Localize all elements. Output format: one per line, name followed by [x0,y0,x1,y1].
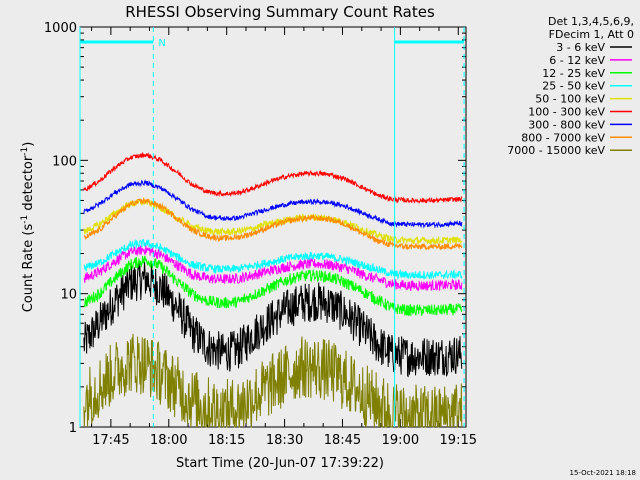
series-line [83,151,463,204]
series-line [83,260,463,378]
series-line [83,238,463,281]
chart-title: RHESSI Observing Summary Count Rates [125,3,435,21]
legend-entry-label: 25 - 50 keV [542,80,605,93]
series-line [83,333,463,428]
y-tick-label: 1 [69,421,77,436]
series-line [83,255,463,317]
y-axis-label: Count Rate (s-1 detector-1) [20,142,36,313]
x-tick-label: 18:15 [208,433,245,448]
legend: Det 1,3,4,5,6,9, FDecim 1, Att 0 3 - 6 k… [507,15,634,157]
x-tick-label: 19:15 [440,433,477,448]
y-axis-ticks: 1 10 100 1000 [44,21,466,436]
legend-entry-label: 100 - 300 keV [528,106,605,119]
x-axis-label: Start Time (20-Jun-07 17:39:22) [176,456,384,471]
footer-timestamp: 15-Oct-2021 18:18 [570,469,636,477]
x-tick-label: 18:45 [324,433,361,448]
series-layer [83,151,463,428]
legend-entry-label: 50 - 100 keV [535,93,605,106]
y-tick-label: 10 [60,288,77,303]
y-tick-label: 1000 [44,21,77,36]
x-tick-label: 19:00 [382,433,419,448]
x-tick-label: 18:00 [150,433,187,448]
legend-entry-label: 800 - 7000 keV [521,131,605,144]
legend-header-line: Det 1,3,4,5,6,9, [548,15,634,28]
series-line [83,197,463,251]
legend-entry-label: 6 - 12 keV [549,54,605,67]
flag-layer: N [79,27,465,427]
y-tick-label: 100 [52,154,77,169]
x-axis-ticks: 17:45 18:00 18:15 18:30 18:45 19:00 19:15 [91,27,477,448]
legend-entry-label: 7000 - 15000 keV [507,144,605,157]
legend-header-line: FDecim 1, Att 0 [549,28,634,41]
x-tick-label: 18:30 [266,433,303,448]
legend-entry-label: 12 - 25 keV [542,67,605,80]
series-line [83,179,463,229]
x-tick-label: 17:45 [92,433,129,448]
legend-entry-label: 3 - 6 keV [556,41,605,54]
flag-label: N [158,38,165,49]
legend-entry-label: 300 - 800 keV [528,118,605,131]
series-line [83,244,463,292]
